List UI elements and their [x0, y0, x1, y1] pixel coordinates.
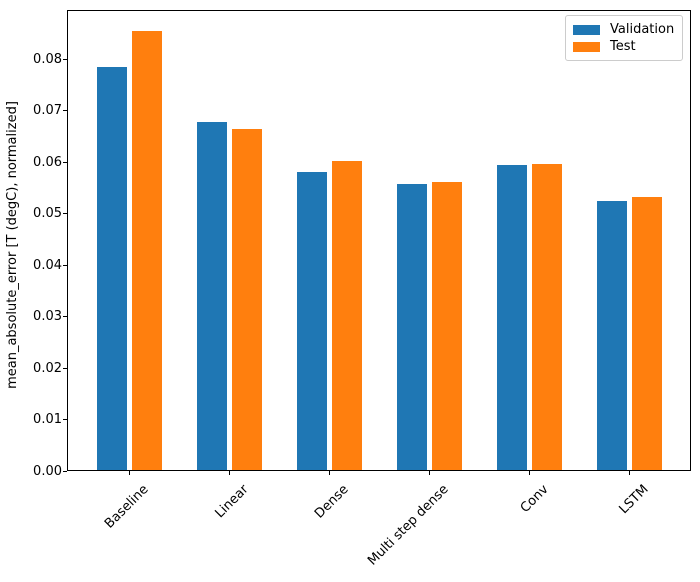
y-tick-label: 0.03 [33, 309, 62, 325]
bar-validation-dense [296, 172, 327, 471]
legend-label-validation: Validation [610, 21, 675, 37]
x-tick-label-conv: Conv [518, 482, 552, 516]
x-tick-mark [128, 471, 130, 475]
test-color-swatch [573, 41, 600, 52]
y-tick-mark [63, 110, 67, 112]
bar-test-baseline [131, 31, 162, 471]
x-tick-label-baseline: Baseline [102, 482, 152, 532]
y-axis-label: mean_absolute_error [T (degC), normalize… [5, 101, 20, 389]
bar-validation-multi-step-dense [396, 184, 427, 471]
y-tick-mark [63, 58, 67, 60]
x-tick-label-dense: Dense [312, 482, 352, 522]
bar-test-lstm [631, 197, 662, 471]
bar-test-linear [231, 129, 262, 471]
x-tick-mark [628, 471, 630, 475]
bar-validation-conv [496, 165, 527, 471]
y-tick-mark [63, 367, 67, 369]
y-tick-label: 0.02 [33, 360, 62, 376]
y-tick-mark [63, 213, 67, 215]
x-tick-mark [228, 471, 230, 475]
bar-test-multi-step-dense [431, 181, 462, 471]
y-tick-label: 0.01 [33, 412, 62, 428]
legend-label-test: Test [610, 38, 636, 54]
x-tick-mark [528, 471, 530, 475]
y-tick-mark [63, 161, 67, 163]
y-tick-mark [63, 470, 67, 472]
x-tick-label-lstm: LSTM [616, 482, 652, 518]
x-tick-mark [328, 471, 330, 475]
y-tick-mark [63, 264, 67, 266]
y-tick-label: 0.07 [33, 103, 62, 119]
y-tick-mark [63, 316, 67, 318]
bar-test-dense [331, 160, 362, 471]
bar-test-conv [531, 164, 562, 471]
x-tick-label-linear: Linear [212, 482, 252, 522]
legend-item-test: Test [573, 39, 675, 55]
bar-validation-lstm [596, 201, 627, 471]
legend: Validation Test [565, 15, 683, 61]
y-tick-label: 0.05 [33, 206, 62, 222]
bar-validation-linear [196, 121, 227, 471]
y-tick-label: 0.08 [33, 51, 62, 67]
bar-validation-baseline [96, 67, 127, 471]
y-tick-mark [63, 419, 67, 421]
legend-item-validation: Validation [573, 22, 675, 38]
validation-color-swatch [573, 24, 600, 35]
y-tick-label: 0.04 [33, 257, 62, 273]
x-tick-label-multi-step-dense: Multi step dense [365, 482, 452, 569]
y-tick-label: 0.00 [33, 463, 62, 479]
x-tick-mark [428, 471, 430, 475]
y-tick-label: 0.06 [33, 154, 62, 170]
